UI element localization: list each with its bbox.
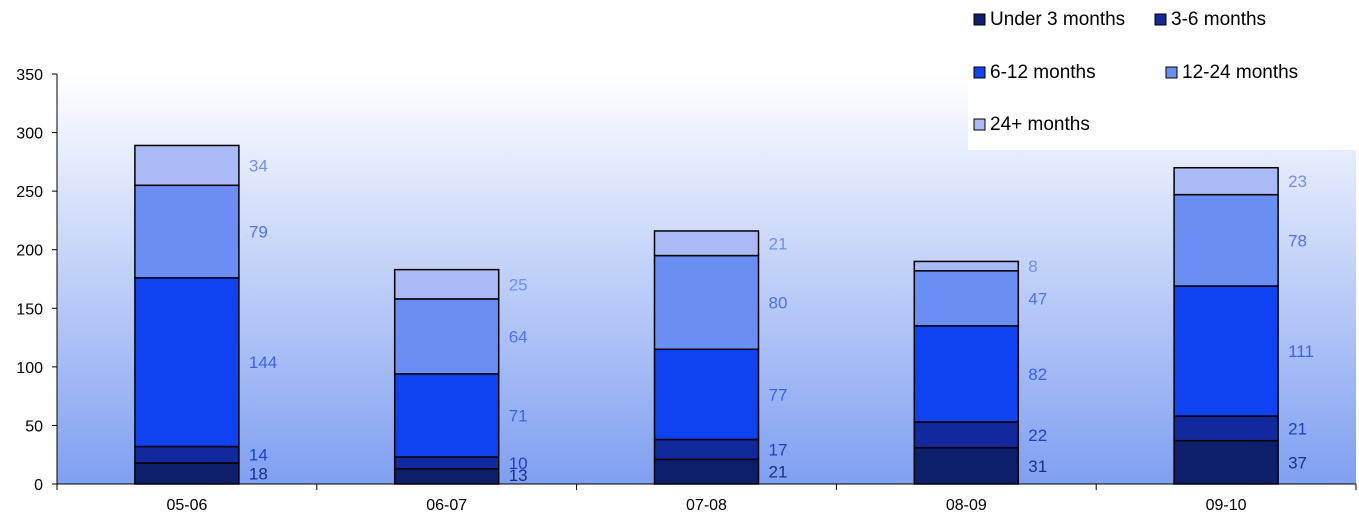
data-label: 23 [1288,172,1307,191]
data-label: 37 [1288,453,1307,472]
data-label: 18 [249,464,268,483]
bar-segment [653,254,760,351]
x-tick-label: 08-09 [946,497,987,514]
bar-segment [134,184,240,279]
y-tick-label: 50 [25,418,43,435]
bar-segment [393,268,500,300]
bar-segment [653,230,760,257]
bar-segment [1173,439,1279,485]
bar-segment [653,348,760,441]
legend-swatch [973,118,986,131]
legend-swatch [1165,66,1178,79]
data-label: 111 [1288,342,1314,361]
legend-swatch [1154,13,1167,26]
legend-label: 12-24 months [1182,62,1298,83]
legend-label: Under 3 months [990,9,1125,30]
y-tick-label: 250 [16,184,43,201]
bars [134,144,1279,485]
data-label: 8 [1028,257,1037,276]
x-tick-label: 07-08 [686,497,727,514]
x-tick-label: 09-10 [1206,497,1247,514]
bar-segment [134,144,240,187]
x-tick-label: 05-06 [166,497,207,514]
data-label: 78 [1288,231,1307,250]
y-tick-label: 100 [16,360,43,377]
data-label: 64 [509,327,528,346]
data-label: 71 [509,406,528,425]
bar-segment [913,446,1020,485]
bar-segment [913,421,1020,449]
bar-segment [134,445,240,464]
data-label: 79 [249,223,268,242]
data-label: 31 [1028,457,1047,476]
bar-segment [653,438,760,461]
data-label: 34 [249,156,268,175]
data-label: 14 [249,446,268,465]
y-tick-label: 350 [16,67,43,84]
data-label: 77 [769,385,788,404]
bar-segment [393,456,500,470]
data-label: 47 [1028,289,1047,308]
data-label: 13 [509,466,528,485]
bar-segment [393,468,500,485]
legend: Under 3 months 3-6 months 6-12 months 12-24… [968,0,1356,150]
x-tick-label: 06-07 [426,497,467,514]
data-label: 25 [509,275,528,294]
bar-segment [913,325,1020,423]
y-tick-label: 0 [34,477,43,494]
bar-segment [1173,415,1279,442]
data-label: 21 [769,234,788,253]
bar-segment [913,260,1020,272]
bar-segment [134,277,240,448]
legend-swatch [973,13,986,26]
data-label: 21 [1288,419,1307,438]
data-label: 10 [509,454,528,473]
data-label: 80 [769,293,788,312]
bar-segment [393,298,500,375]
bar-segment [1173,166,1279,196]
data-label: 82 [1028,365,1047,384]
bar-segment [653,458,760,485]
data-label: 21 [769,463,788,482]
legend-swatch [973,66,986,79]
data-label: 17 [769,440,788,459]
bar-segment [1173,193,1279,287]
legend-label: 6-12 months [990,62,1096,83]
bar-segment [393,373,500,458]
legend-label: 3-6 months [1171,9,1266,30]
bar-segment [134,462,240,485]
y-tick-label: 200 [16,243,43,260]
data-label: 22 [1028,426,1047,445]
data-label: 144 [249,353,277,372]
bar-segment [1173,285,1279,417]
y-tick-label: 300 [16,126,43,143]
y-tick-label: 150 [16,301,43,318]
bar-segment [913,270,1020,327]
legend-label: 24+ months [990,114,1090,135]
